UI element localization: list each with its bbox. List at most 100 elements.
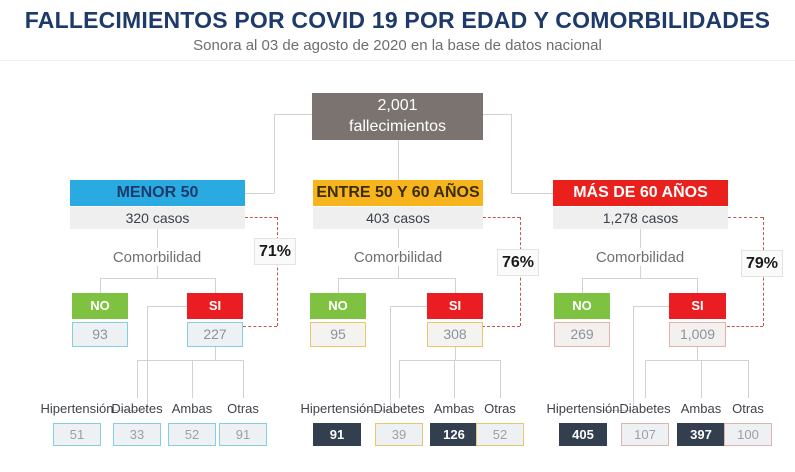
category-value: 52 (168, 423, 216, 446)
root-value: 2,001 (377, 96, 418, 114)
dashed-connector (482, 326, 520, 327)
no-box-mas-60: NO (554, 293, 610, 319)
connector (215, 278, 216, 293)
category-label: Hipertensión (300, 401, 374, 416)
category-diabetes-mas-60: Diabetes 107 (599, 401, 691, 446)
no-count-50-60: 95 (310, 322, 366, 347)
connector (215, 347, 216, 360)
connector (147, 306, 187, 307)
category-value: 405 (559, 423, 607, 446)
category-label: Otras (227, 401, 259, 416)
category-ambas-menor-50: Ambas 52 (146, 401, 238, 446)
category-value: 39 (375, 423, 423, 446)
connector-root-left-v (274, 114, 275, 193)
connector (147, 306, 148, 410)
page-subtitle: Sonora al 03 de agosto de 2020 en la bas… (193, 37, 602, 54)
category-hipertension-50-60: Hipertensión 91 (291, 401, 383, 446)
connector-root-right-v (511, 114, 512, 193)
category-label: Ambas (171, 401, 213, 416)
connector (633, 306, 634, 410)
connector (455, 347, 456, 360)
category-label: Diabetes (619, 401, 671, 416)
no-box-50-60: NO (310, 293, 366, 319)
connector (454, 360, 455, 398)
connector-root-right-into (511, 193, 553, 194)
category-label: Hipertensión (546, 401, 620, 416)
connector (598, 410, 633, 411)
category-label: Otras (732, 401, 764, 416)
dashed-connector (245, 217, 277, 218)
comorbidity-label-mas-60: Comorbilidad (595, 249, 685, 266)
category-diabetes-menor-50: Diabetes 33 (91, 401, 183, 446)
si-box-menor-50: SI (187, 293, 243, 319)
connector (355, 410, 390, 411)
connector (157, 229, 158, 248)
category-value: 91 (219, 423, 267, 446)
si-count-50-60: 308 (427, 322, 483, 347)
category-value: 100 (724, 423, 772, 446)
connector (697, 278, 698, 293)
category-value: 33 (113, 423, 161, 446)
category-label: Hipertensión (40, 401, 114, 416)
connector (137, 360, 138, 398)
connector (500, 360, 501, 398)
page-title: FALLECIMIENTOS POR COVID 19 POR EDAD Y C… (24, 7, 771, 33)
connector (701, 360, 702, 398)
connector-root-right-h (483, 114, 511, 115)
category-otras-menor-50: Otras 91 (197, 401, 289, 446)
connector (582, 278, 583, 293)
connector (100, 278, 101, 293)
si-count-mas-60: 1,009 (669, 322, 726, 347)
connector (100, 278, 215, 279)
connector (645, 360, 646, 398)
category-diabetes-50-60: Diabetes 39 (353, 401, 445, 446)
connector (640, 229, 641, 248)
dashed-connector (243, 326, 277, 327)
category-value: 107 (621, 423, 669, 446)
comorbidity-label-50-60: Comorbilidad (353, 249, 443, 266)
connector (399, 360, 400, 398)
comorbidity-label-menor-50: Comorbilidad (112, 249, 202, 266)
connector-root-left-into (245, 193, 274, 194)
comorbidity-percent-mas-60: 79% (741, 250, 783, 277)
dashed-connector (277, 217, 278, 326)
cases-count-50-60: 403 casos (313, 207, 483, 229)
category-hipertension-menor-50: Hipertensión 51 (31, 401, 123, 446)
no-box-menor-50: NO (72, 293, 128, 319)
age-group-menor-50: MENOR 50 (70, 180, 245, 206)
category-value: 52 (476, 423, 524, 446)
connector (399, 360, 500, 361)
connector-root-left-h (274, 114, 312, 115)
connector (157, 266, 158, 278)
category-otras-mas-60: Otras 100 (702, 401, 794, 446)
dashed-connector (728, 217, 763, 218)
no-count-menor-50: 93 (72, 322, 128, 347)
category-ambas-50-60: Ambas 126 (408, 401, 500, 446)
si-box-mas-60: SI (669, 293, 726, 319)
category-otras-50-60: Otras 52 (454, 401, 546, 446)
category-value: 51 (53, 423, 101, 446)
connector (748, 360, 749, 398)
connector (243, 360, 244, 398)
root-node: 2,001 fallecimientos (312, 93, 483, 140)
connector (192, 360, 193, 398)
category-value: 91 (313, 423, 361, 446)
connector (338, 278, 455, 279)
comorbidity-percent-50-60: 76% (497, 249, 539, 276)
connector (645, 360, 748, 361)
connector (137, 360, 243, 361)
category-hipertension-mas-60: Hipertensión 405 (537, 401, 629, 446)
connector (390, 306, 427, 307)
category-value: 126 (430, 423, 478, 446)
age-group-50-60: ENTRE 50 Y 60 AÑOS (313, 180, 483, 206)
connector (633, 306, 669, 307)
no-count-mas-60: 269 (554, 322, 610, 347)
connector-root-mid-v (398, 140, 399, 180)
connector (112, 410, 147, 411)
cases-count-mas-60: 1,278 casos (553, 207, 728, 229)
cases-count-menor-50: 320 casos (70, 207, 245, 229)
category-label: Ambas (680, 401, 722, 416)
si-box-50-60: SI (427, 293, 483, 319)
root-label: fallecimientos (349, 117, 446, 135)
